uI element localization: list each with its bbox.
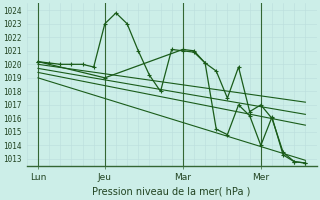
- X-axis label: Pression niveau de la mer( hPa ): Pression niveau de la mer( hPa ): [92, 187, 251, 197]
